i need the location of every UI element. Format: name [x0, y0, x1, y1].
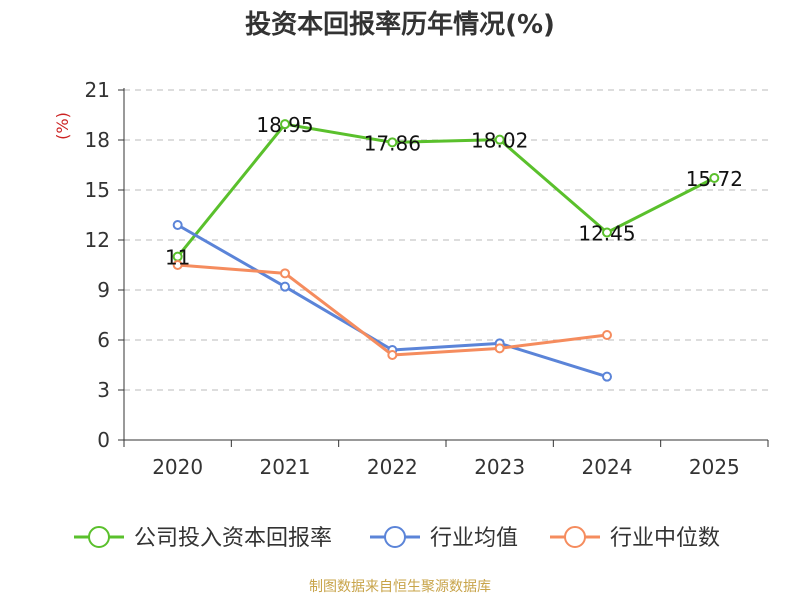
- data-label: 18.95: [256, 113, 313, 137]
- y-axis-unit-label: (%): [53, 112, 72, 140]
- data-point: [172, 220, 183, 230]
- chart-title: 投资本回报率历年情况(%): [245, 10, 555, 40]
- data-point: [387, 137, 398, 148]
- gridlines: [124, 89, 768, 391]
- y-tick-label: 3: [97, 378, 110, 402]
- data-point: [494, 343, 505, 354]
- y-tick-label: 12: [85, 228, 110, 252]
- legend-swatch-marker: [384, 526, 406, 548]
- x-tick-label: 2024: [582, 455, 633, 479]
- x-tick-label: 2025: [689, 455, 740, 479]
- legend-swatch-marker: [564, 526, 586, 548]
- data-point: [172, 260, 183, 270]
- series-group: [172, 119, 720, 382]
- data-point: [602, 330, 612, 340]
- x-tick-label: 2020: [152, 455, 203, 479]
- data-point: [494, 134, 505, 145]
- y-tick-label: 21: [85, 78, 110, 102]
- data-point: [602, 227, 612, 238]
- y-tick-label: 15: [85, 178, 110, 202]
- series-line-0: [176, 122, 716, 258]
- y-tick-label: 6: [97, 328, 110, 352]
- series-line-2: [177, 263, 608, 357]
- y-tick-label: 18: [85, 128, 110, 152]
- data-point: [709, 173, 720, 183]
- legend-label: 行业中位数: [610, 526, 720, 551]
- y-tick-label: 0: [97, 428, 110, 452]
- data-label: 17.86: [364, 131, 421, 155]
- data-point: [280, 119, 290, 130]
- x-tick-label: 2021: [260, 455, 311, 479]
- legend-swatch-marker: [88, 526, 110, 548]
- data-labels: 11 18.95 17.86 18.02 12.45 15.72: [165, 113, 743, 269]
- data-label: 15.72: [686, 167, 743, 191]
- x-tick-label: 2022: [367, 455, 418, 479]
- data-point: [280, 268, 290, 279]
- legend: 公司投入资本回报率 行业均值 行业中位数: [74, 526, 720, 551]
- axes: 0 3 6 9 12 15 18 21 2020 2021 2022 2023 2024 2025: [85, 78, 769, 479]
- data-point: [602, 371, 612, 382]
- data-label: 11: [165, 246, 190, 270]
- y-tick-label: 9: [97, 278, 110, 302]
- data-label: 12.45: [578, 222, 635, 246]
- x-tick-label: 2023: [474, 455, 525, 479]
- data-point: [280, 281, 290, 292]
- data-point: [387, 350, 398, 360]
- source-note: 制图数据来自恒生聚源数据库: [309, 579, 491, 595]
- legend-label: 行业均值: [430, 526, 518, 551]
- legend-label: 公司投入资本回报率: [134, 526, 332, 551]
- data-label: 18.02: [471, 129, 528, 153]
